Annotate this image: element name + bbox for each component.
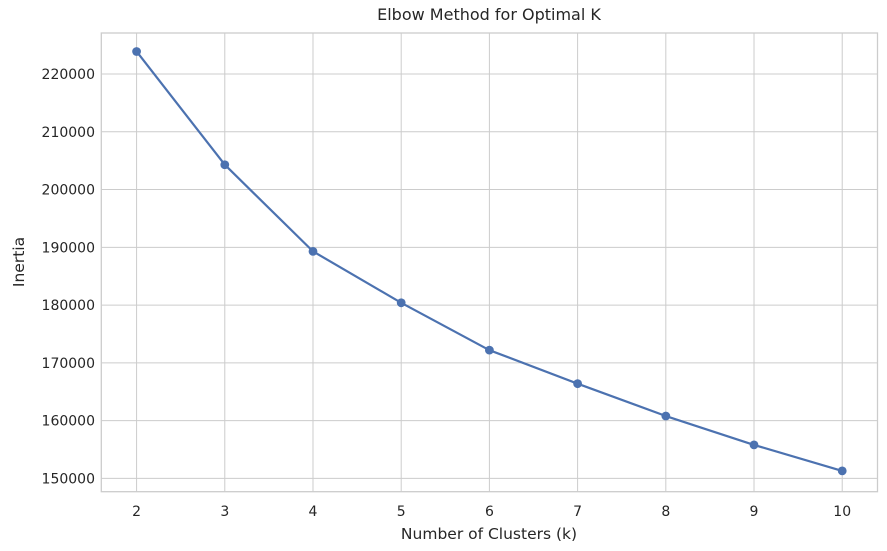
xtick-label-4: 4: [309, 504, 318, 520]
xtick-label-5: 5: [397, 504, 406, 520]
data-point-k-5: [396, 298, 406, 308]
data-point-k-7: [573, 379, 583, 389]
data-point-k-10: [837, 466, 847, 476]
xtick-label-3: 3: [220, 504, 229, 520]
data-point-k-9: [749, 440, 759, 450]
ytick-label-200000: 200000: [42, 183, 95, 199]
data-point-k-4: [308, 246, 318, 256]
ytick-label-220000: 220000: [42, 67, 95, 83]
y-axis-label: Inertia: [10, 237, 28, 287]
xtick-label-8: 8: [661, 504, 670, 520]
data-point-k-6: [485, 345, 494, 355]
xtick-label-9: 9: [750, 504, 759, 520]
ytick-label-180000: 180000: [42, 298, 95, 314]
xtick-label-6: 6: [485, 504, 494, 520]
data-point-k-8: [661, 411, 671, 421]
xtick-label-10: 10: [833, 504, 851, 520]
chart-title: Elbow Method for Optimal K: [377, 5, 601, 24]
data-point-k-2: [132, 47, 141, 56]
ytick-label-210000: 210000: [42, 125, 95, 141]
ytick-label-160000: 160000: [42, 414, 95, 430]
plot-border: [100, 32, 879, 493]
xtick-label-2: 2: [132, 504, 141, 520]
data-point-k-3: [220, 160, 230, 170]
ytick-label-170000: 170000: [42, 356, 95, 372]
x-axis-label: Number of Clusters (k): [401, 525, 577, 543]
ytick-label-150000: 150000: [42, 471, 95, 487]
xtick-label-7: 7: [573, 504, 582, 520]
ytick-label-190000: 190000: [42, 240, 95, 256]
